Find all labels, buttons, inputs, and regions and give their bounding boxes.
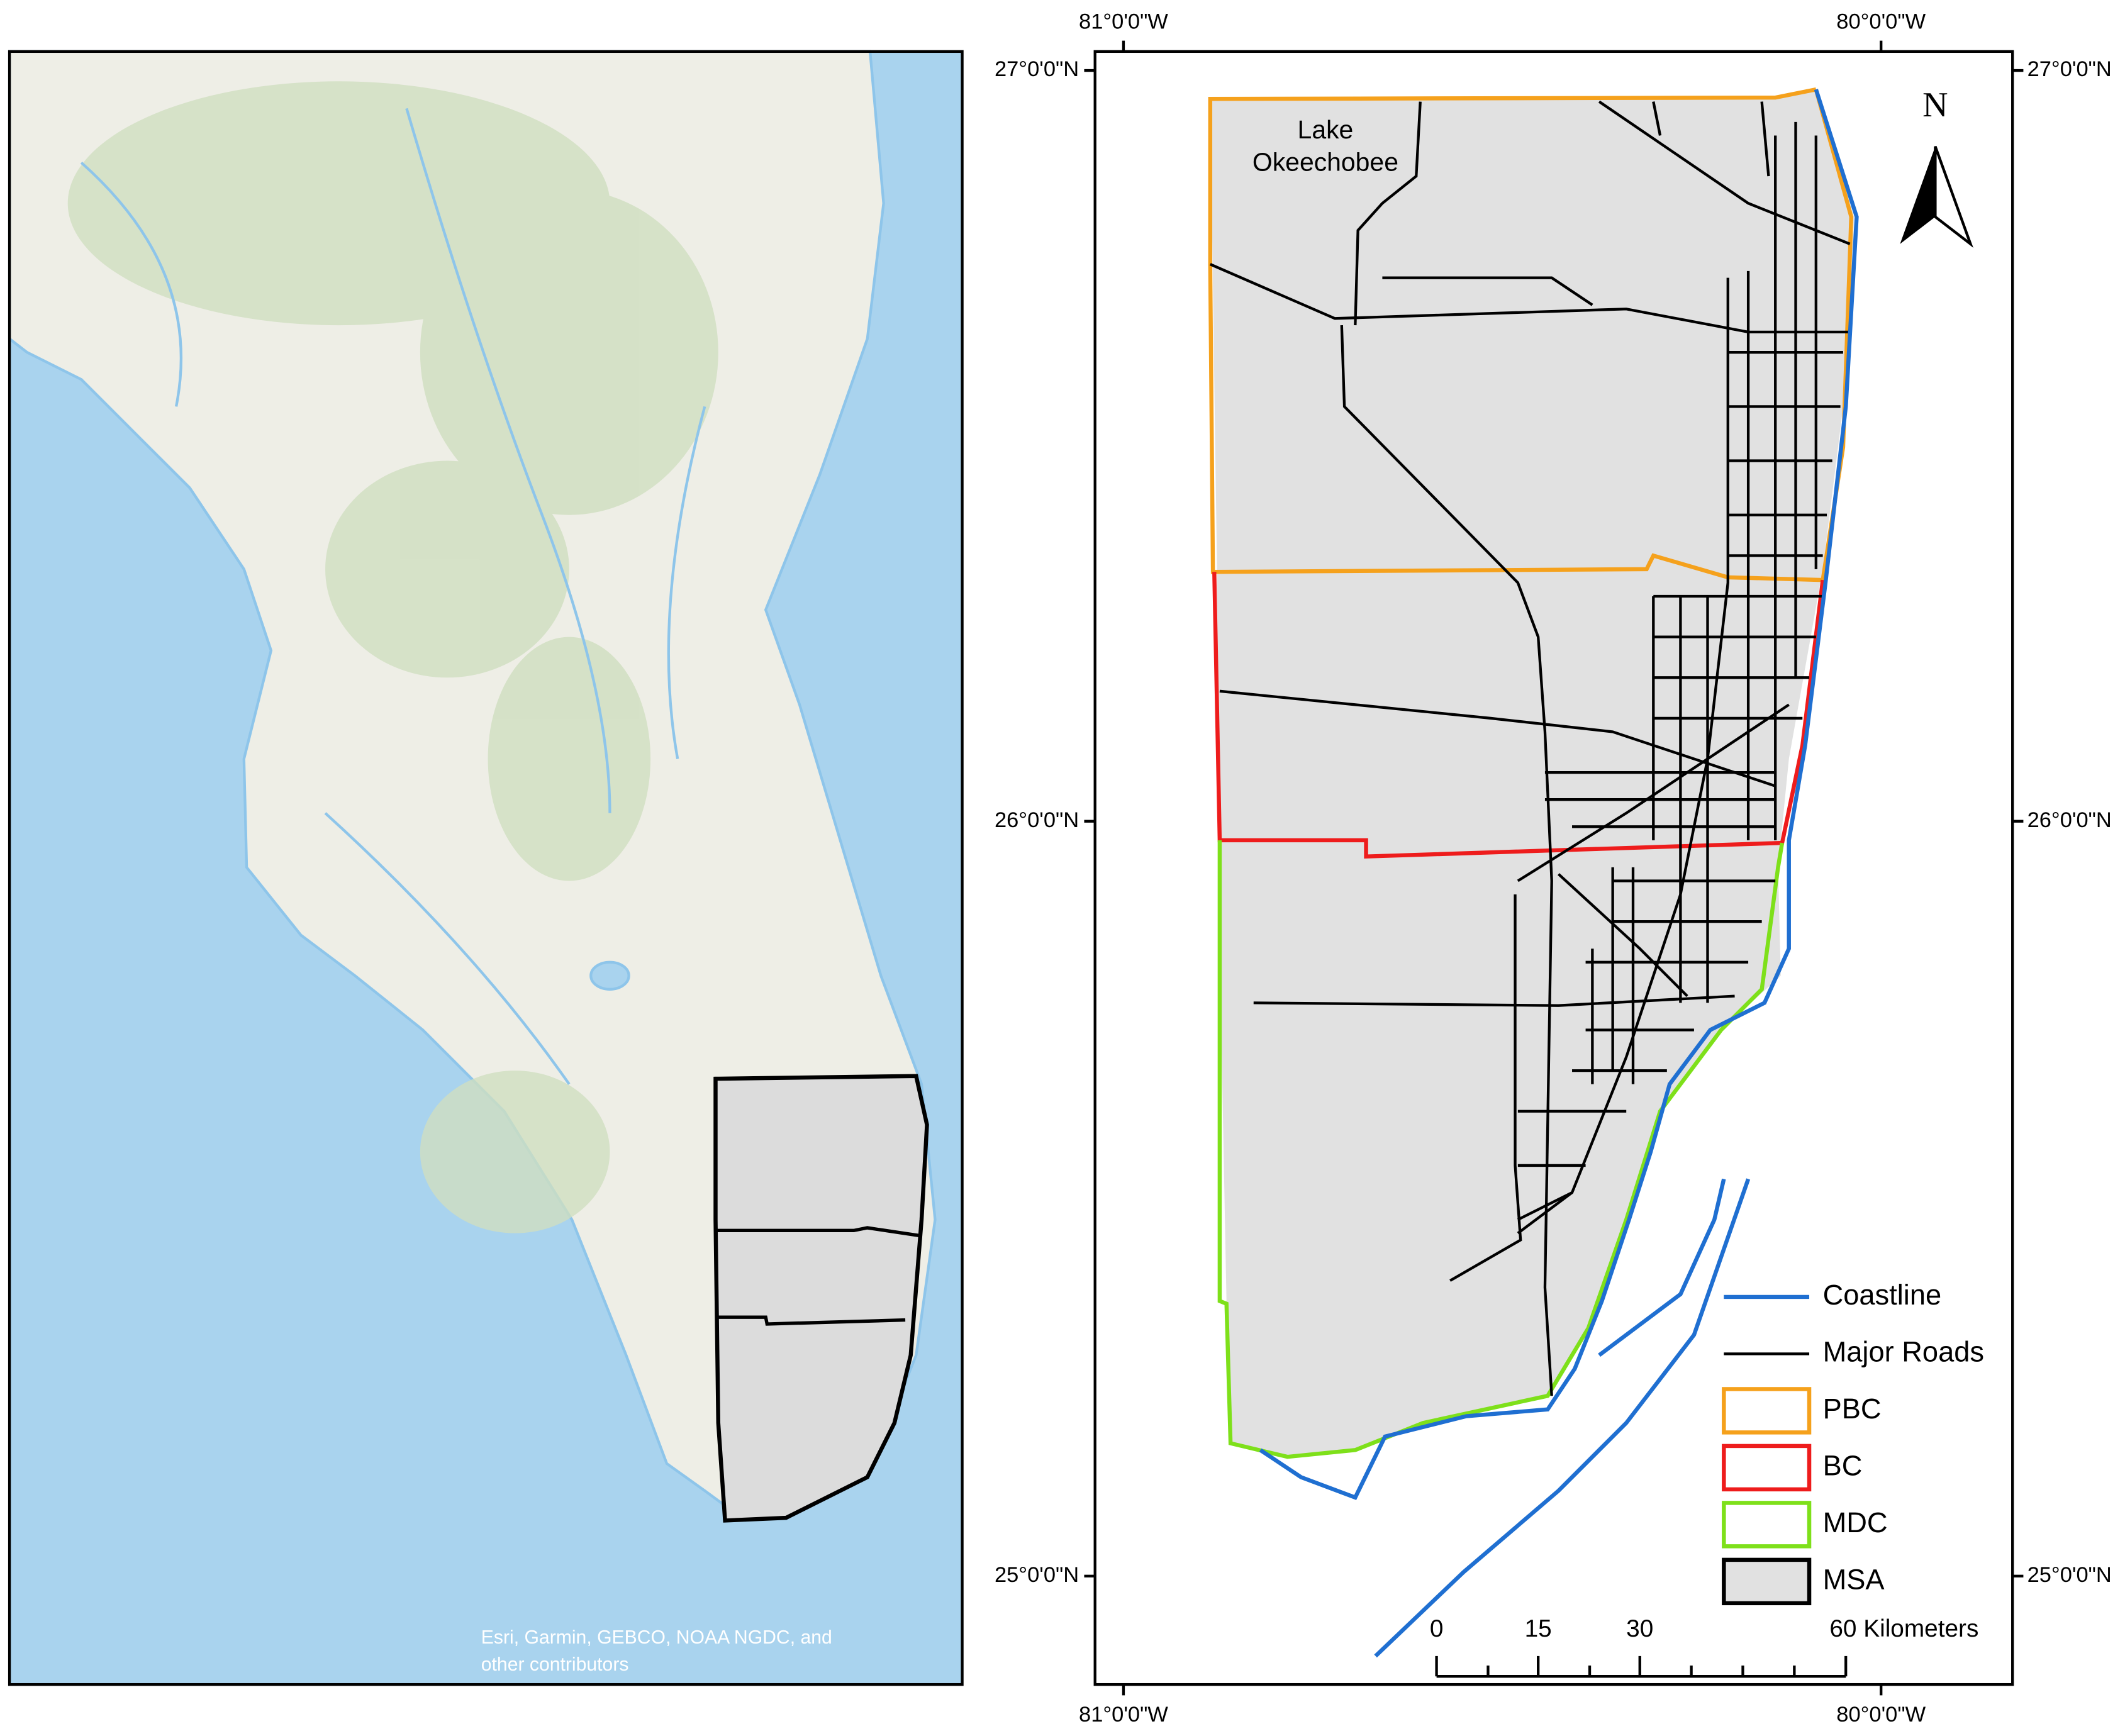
- roads: [1209, 100, 1851, 1396]
- latitude-label: 26°0'0"N: [995, 808, 1079, 832]
- county-line: [717, 1226, 922, 1238]
- graticule-ticks: [1084, 40, 2024, 1696]
- longitude-label: 81°0'0"W: [1079, 10, 1168, 34]
- legend-label: BC: [1823, 1449, 1863, 1481]
- rivers: [80, 108, 706, 1085]
- scale-label: 60 Kilometers: [1829, 1615, 1978, 1642]
- legend-label: MDC: [1823, 1506, 1888, 1538]
- latitude-label: 27°0'0"N: [2027, 57, 2112, 81]
- coastline: [1598, 1178, 1726, 1357]
- longitude-label: 81°0'0"W: [1079, 1703, 1168, 1727]
- legend-label: Major Roads: [1823, 1335, 1984, 1367]
- legend-swatch: [1722, 1557, 1812, 1606]
- coastline: [1259, 89, 1859, 1500]
- legend-swatch: [1722, 1387, 1812, 1435]
- msa-overview: [713, 1074, 929, 1523]
- coastline: [1374, 1178, 1751, 1658]
- scale-label: 15: [1525, 1615, 1552, 1642]
- vegetation: [67, 81, 718, 1233]
- latitude-label: 26°0'0"N: [2027, 808, 2112, 832]
- legend-label: MSA: [1823, 1563, 1885, 1595]
- legend-swatch: [1722, 1501, 1812, 1549]
- right-map: Lake Okeechobee N Coastline Major Roads PB…: [995, 10, 2112, 1727]
- latitude-label: 27°0'0"N: [995, 57, 1079, 81]
- legend-label: PBC: [1823, 1393, 1882, 1425]
- legend-swatch: [1722, 1444, 1812, 1492]
- north-arrow: [1934, 145, 1973, 248]
- north-label: N: [1922, 86, 1948, 125]
- scale-label: 30: [1626, 1615, 1653, 1642]
- mdc-boundary: [1217, 840, 1785, 1459]
- lake-label: Okeechobee: [1252, 148, 1398, 177]
- left-map: Esri, Garmin, GEBCO, NOAA NGDC, and othe…: [8, 50, 964, 1686]
- county-line: [718, 1315, 906, 1326]
- legend-label: Coastline: [1823, 1279, 1942, 1311]
- attribution: other contributors: [481, 1654, 629, 1675]
- latitude-label: 25°0'0"N: [2027, 1563, 2112, 1587]
- north-arrow: [1900, 146, 1936, 244]
- scale-bar: [1435, 1655, 1848, 1678]
- attribution: Esri, Garmin, GEBCO, NOAA NGDC, and: [481, 1627, 832, 1648]
- legend: Coastline Major Roads PBC BC MDC MSA: [1722, 1279, 1984, 1606]
- msa: [1210, 89, 1854, 1457]
- longitude-label: 80°0'0"W: [1836, 1703, 1926, 1727]
- longitude-label: 80°0'0"W: [1836, 10, 1926, 34]
- scale-label: 0: [1430, 1615, 1444, 1642]
- lake-label: Lake: [1298, 115, 1354, 144]
- latitude-label: 25°0'0"N: [995, 1563, 1079, 1587]
- frame: [8, 50, 964, 1686]
